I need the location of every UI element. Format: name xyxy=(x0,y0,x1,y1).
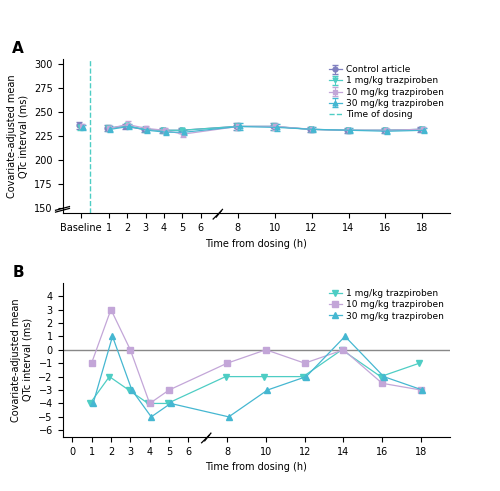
1 mg/kg trazpiroben xyxy=(262,374,268,380)
30 mg/kg trazpiroben xyxy=(226,414,232,420)
10 mg/kg trazpiroben xyxy=(166,387,172,393)
10 mg/kg trazpiroben xyxy=(128,347,134,353)
1 mg/kg trazpiroben xyxy=(87,401,93,407)
10 mg/kg trazpiroben xyxy=(418,387,424,393)
10 mg/kg trazpiroben xyxy=(379,381,385,386)
Line: 30 mg/kg trazpiroben: 30 mg/kg trazpiroben xyxy=(90,333,425,420)
Legend: 1 mg/kg trazpiroben, 10 mg/kg trazpiroben, 30 mg/kg trazpiroben: 1 mg/kg trazpiroben, 10 mg/kg trazpirobe… xyxy=(327,287,446,322)
10 mg/kg trazpiroben xyxy=(108,306,114,312)
10 mg/kg trazpiroben xyxy=(88,360,94,366)
1 mg/kg trazpiroben xyxy=(126,387,132,393)
1 mg/kg trazpiroben xyxy=(222,374,228,380)
30 mg/kg trazpiroben xyxy=(168,401,173,407)
30 mg/kg trazpiroben xyxy=(380,374,386,380)
Line: 1 mg/kg trazpiroben: 1 mg/kg trazpiroben xyxy=(87,347,422,406)
10 mg/kg trazpiroben xyxy=(340,347,346,353)
X-axis label: Time from dosing (h): Time from dosing (h) xyxy=(206,462,307,472)
10 mg/kg trazpiroben xyxy=(224,360,230,366)
30 mg/kg trazpiroben xyxy=(303,374,309,380)
30 mg/kg trazpiroben xyxy=(110,333,116,339)
10 mg/kg trazpiroben xyxy=(146,401,152,407)
Y-axis label: Covariate-adjusted mean
QTc interval (ms): Covariate-adjusted mean QTc interval (ms… xyxy=(7,74,28,198)
1 mg/kg trazpiroben xyxy=(378,374,384,380)
1 mg/kg trazpiroben xyxy=(164,401,170,407)
Line: 10 mg/kg trazpiroben: 10 mg/kg trazpiroben xyxy=(89,307,424,406)
10 mg/kg trazpiroben xyxy=(263,347,269,353)
1 mg/kg trazpiroben xyxy=(300,374,306,380)
Text: B: B xyxy=(12,265,24,279)
30 mg/kg trazpiroben xyxy=(129,387,135,393)
30 mg/kg trazpiroben xyxy=(420,387,426,393)
Y-axis label: Covariate-adjusted mean
QTc interval (ms): Covariate-adjusted mean QTc interval (ms… xyxy=(11,298,33,422)
30 mg/kg trazpiroben xyxy=(342,333,348,339)
1 mg/kg trazpiroben xyxy=(106,374,112,380)
Legend: Control article, 1 mg/kg trazpiroben, 10 mg/kg trazpiroben, 30 mg/kg trazpiroben: Control article, 1 mg/kg trazpiroben, 10… xyxy=(327,63,446,121)
Text: A: A xyxy=(12,41,24,56)
30 mg/kg trazpiroben xyxy=(90,401,96,407)
30 mg/kg trazpiroben xyxy=(264,387,270,393)
1 mg/kg trazpiroben xyxy=(145,401,151,407)
10 mg/kg trazpiroben xyxy=(302,360,308,366)
X-axis label: Time from dosing (h): Time from dosing (h) xyxy=(206,239,307,248)
30 mg/kg trazpiroben xyxy=(148,414,154,420)
1 mg/kg trazpiroben xyxy=(339,347,345,353)
1 mg/kg trazpiroben xyxy=(416,360,422,366)
